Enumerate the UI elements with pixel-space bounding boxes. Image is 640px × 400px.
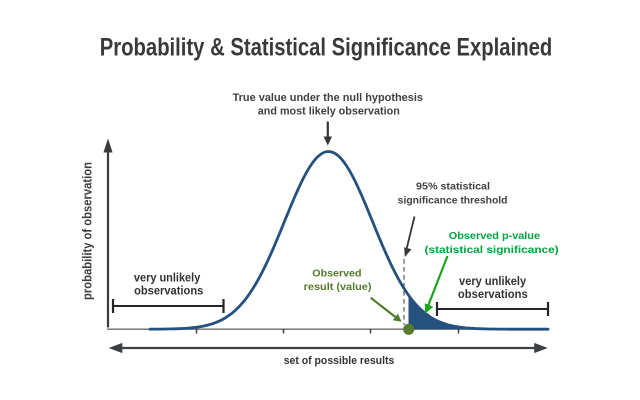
- svg-text:probability of observation: probability of observation: [81, 162, 95, 300]
- svg-text:and most likely observation: and most likely observation: [258, 106, 400, 118]
- svg-text:(statistical significance): (statistical significance): [425, 245, 559, 256]
- svg-text:result (value): result (value): [304, 281, 372, 293]
- svg-text:Observed p-value: Observed p-value: [449, 231, 540, 242]
- svg-text:very unlikely: very unlikely: [134, 271, 201, 285]
- svg-text:True value under the null hypo: True value under the null hypothesis: [233, 92, 423, 104]
- svg-text:very unlikely: very unlikely: [459, 274, 526, 288]
- svg-text:significance threshold: significance threshold: [398, 195, 508, 206]
- svg-text:observations: observations: [458, 287, 528, 301]
- svg-text:Probability & Statistical Sign: Probability & Statistical Significance E…: [100, 34, 552, 62]
- svg-text:95% statistical: 95% statistical: [416, 181, 490, 192]
- svg-text:set of possible results: set of possible results: [284, 355, 395, 367]
- svg-text:observations: observations: [134, 283, 203, 297]
- svg-text:Observed: Observed: [312, 268, 361, 280]
